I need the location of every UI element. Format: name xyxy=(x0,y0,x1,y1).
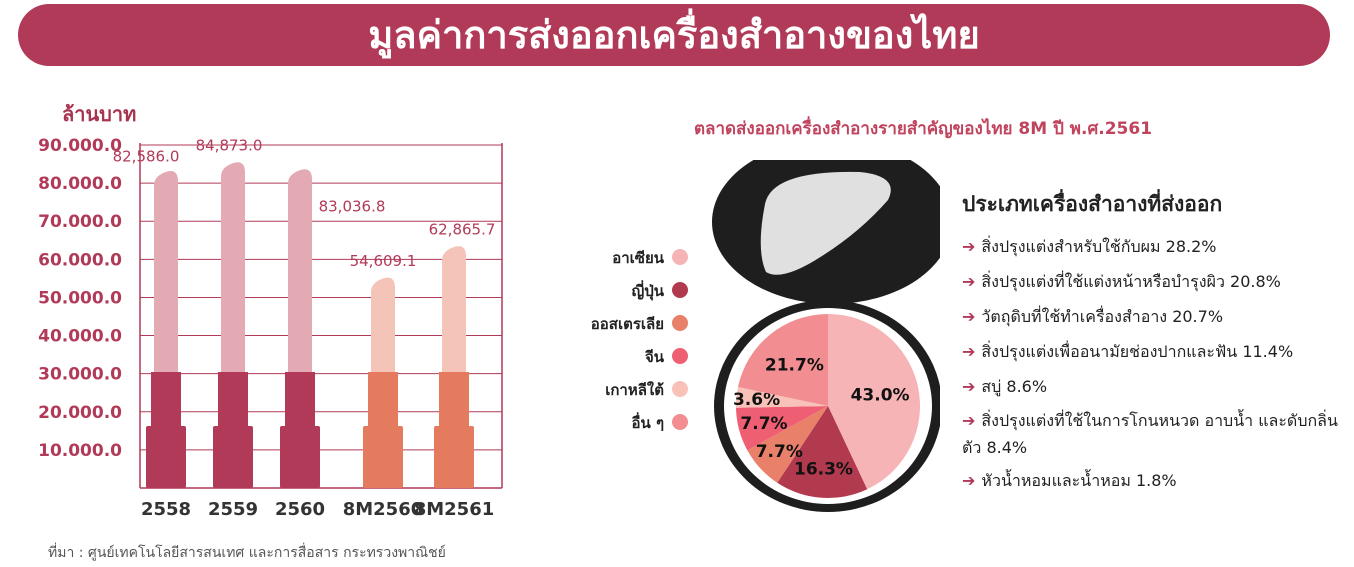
mirror-glass xyxy=(760,171,891,275)
page-title: มูลค่าการส่งออกเครื่องสำอางของไทย xyxy=(18,4,1330,66)
bar-base xyxy=(213,426,253,488)
list-item-text: สิ่งปรุงแต่งเพื่ออนามัยช่องปากและฟัน 11.… xyxy=(981,342,1294,361)
export-types-title: ประเภทเครื่องสำอางที่ส่งออก xyxy=(962,192,1223,216)
bar-base xyxy=(146,426,186,488)
x-tick-label: 2559 xyxy=(208,499,258,520)
list-item-text: สบู่ 8.6% xyxy=(981,377,1048,396)
legend-entry-label: เกาหลีใต้ xyxy=(605,381,664,399)
pie-slice-label: 7.7% xyxy=(756,442,803,462)
bar-value-label: 82,586.0 xyxy=(113,147,180,165)
pie-slice-label: 43.0% xyxy=(851,385,910,405)
bar-stick xyxy=(288,169,312,372)
bar-collar xyxy=(439,372,469,428)
list-item: ➔ สิ่งปรุงแต่งที่ใช้แต่งหน้าหรือบำรุงผิว … xyxy=(962,264,1352,299)
bar-stick xyxy=(371,277,395,372)
legend-swatch xyxy=(672,282,688,298)
legend-entry-label: ออสเตรเลีย xyxy=(591,315,664,333)
bar xyxy=(363,277,403,488)
legend-entry-label: อื่น ๆ xyxy=(631,412,664,432)
bar-base xyxy=(280,426,320,488)
compact-mirror-lid xyxy=(712,160,940,304)
arrow-right-icon: ➔ xyxy=(962,411,976,430)
list-item-text: วัตถุดิบที่ใช้ทำเครื่องสำอาง 20.7% xyxy=(981,307,1224,326)
bar xyxy=(213,162,253,488)
list-item-text: สิ่งปรุงแต่งที่ใช้ในการโกนหนวด อาบน้ำ แล… xyxy=(962,411,1338,457)
list-item: ➔ สิ่งปรุงแต่งที่ใช้ในการโกนหนวด อาบน้ำ แ… xyxy=(962,404,1352,463)
bar-value-label: 54,609.1 xyxy=(350,252,417,270)
export-value-bar-chart: 10.000.0 20.000.0 30.000.0 40.000.0 50.000.0… xyxy=(38,136,503,520)
export-types-panel: ประเภทเครื่องสำอางที่ส่งออก ➔ สิ่งปรุงแต่… xyxy=(962,188,1352,498)
legend-entry-label: ญี่ปุ่น xyxy=(631,280,664,301)
bar xyxy=(146,170,186,488)
pie-slice-label: 16.3% xyxy=(794,459,853,479)
bar xyxy=(280,169,320,488)
bar-base xyxy=(363,426,403,488)
bar-stick xyxy=(154,170,178,372)
list-item: ➔ วัตถุดิบที่ใช้ทำเครื่องสำอาง 20.7% xyxy=(962,299,1352,334)
bar-base xyxy=(434,426,474,488)
bar-value-label: 83,036.8 xyxy=(319,198,386,216)
arrow-right-icon: ➔ xyxy=(962,342,976,361)
y-tick-label: 70.000.0 xyxy=(38,212,122,232)
arrow-right-icon: ➔ xyxy=(962,237,976,256)
list-item-text: สิ่งปรุงแต่งสำหรับใช้กับผม 28.2% xyxy=(981,237,1217,256)
x-tick-label: 8M2560 xyxy=(343,499,424,520)
export-market-pie-chart: 43.0%16.3%7.7%7.7%3.6%21.7%อาเซียนญี่ปุ่… xyxy=(591,160,940,512)
pie-slice xyxy=(747,406,828,483)
pie-slice-label: 3.6% xyxy=(733,390,780,410)
export-types-list: ➔ สิ่งปรุงแต่งสำหรับใช้กับผม 28.2% ➔ สิ่งป… xyxy=(962,229,1352,498)
bar-collar xyxy=(151,372,181,428)
list-item-text: หัวน้ำหอมและน้ำหอม 1.8% xyxy=(981,471,1177,490)
bar-stick xyxy=(442,246,466,372)
x-tick-label: 2558 xyxy=(141,499,191,520)
list-item: ➔ สิ่งปรุงแต่งสำหรับใช้กับผม 28.2% xyxy=(962,229,1352,264)
y-tick-label: 30.000.0 xyxy=(38,365,122,385)
y-tick-label: 80.000.0 xyxy=(38,174,122,194)
y-axis-unit-label: ล้านบาท xyxy=(62,102,137,126)
y-tick-label: 90.000.0 xyxy=(38,136,122,156)
arrow-right-icon: ➔ xyxy=(962,471,976,490)
x-tick-label: 2560 xyxy=(275,499,325,520)
pie-slice xyxy=(828,314,920,490)
y-tick-label: 10.000.0 xyxy=(38,441,122,461)
arrow-right-icon: ➔ xyxy=(962,272,976,291)
list-item-text: สิ่งปรุงแต่งที่ใช้แต่งหน้าหรือบำรุงผิว 2… xyxy=(981,272,1281,291)
y-tick-label: 60.000.0 xyxy=(38,250,122,270)
y-tick-label: 50.000.0 xyxy=(38,288,122,308)
pie-slice xyxy=(777,406,868,498)
pie-slice-label: 7.7% xyxy=(740,414,787,434)
legend-swatch xyxy=(672,249,688,265)
legend-entry-label: จีน xyxy=(645,348,665,366)
pie-chart-title: ตลาดส่งออกเครื่องสำอางรายสำคัญของไทย 8M … xyxy=(694,119,1153,139)
legend-entry-label: อาเซียน xyxy=(612,249,665,267)
bar-value-label: 84,873.0 xyxy=(196,137,263,155)
bar-collar xyxy=(368,372,398,428)
legend-swatch xyxy=(672,414,688,430)
x-tick-label: 8M2561 xyxy=(414,499,495,520)
list-item: ➔ หัวน้ำหอมและน้ำหอม 1.8% xyxy=(962,463,1352,498)
pie-slice xyxy=(737,314,828,406)
legend-swatch xyxy=(672,315,688,331)
arrow-right-icon: ➔ xyxy=(962,307,976,326)
bar xyxy=(434,246,474,488)
arrow-right-icon: ➔ xyxy=(962,377,976,396)
source-note: ที่มา : ศูนย์เทคโนโลยีสารสนเทศ และการสื่… xyxy=(48,545,446,561)
bar-value-label: 62,865.7 xyxy=(429,220,496,238)
y-tick-label: 20.000.0 xyxy=(38,403,122,423)
pie-slice xyxy=(736,387,828,408)
legend-swatch xyxy=(672,381,688,397)
pie-slice-label: 21.7% xyxy=(765,356,824,376)
list-item: ➔ สบู่ 8.6% xyxy=(962,369,1352,404)
list-item: ➔ สิ่งปรุงแต่งเพื่ออนามัยช่องปากและฟัน 11… xyxy=(962,334,1352,369)
bar-stick xyxy=(221,162,245,372)
y-tick-label: 40.000.0 xyxy=(38,327,122,347)
bar-collar xyxy=(218,372,248,428)
legend-swatch xyxy=(672,348,688,364)
bar-collar xyxy=(285,372,315,428)
pie-slice xyxy=(736,406,828,451)
